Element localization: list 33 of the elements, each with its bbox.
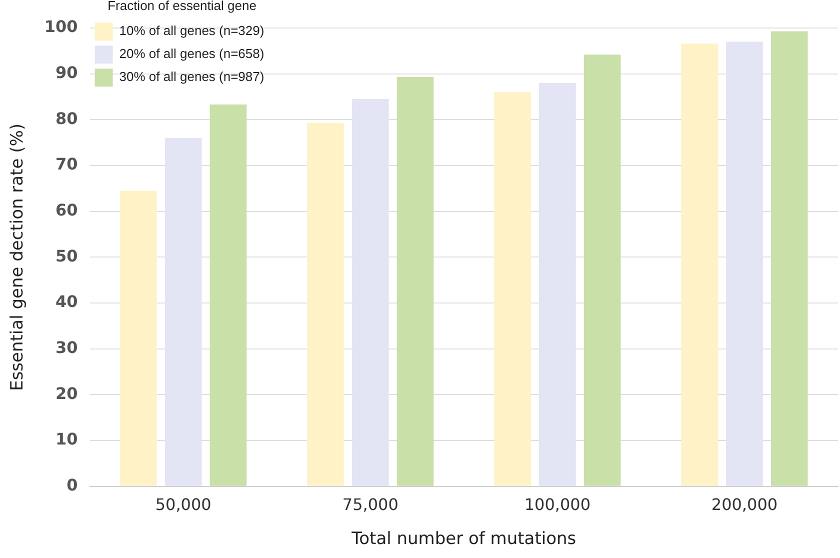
bar xyxy=(164,138,202,486)
bar xyxy=(120,190,157,486)
bar xyxy=(352,99,389,486)
x-tick-label: 50,000 xyxy=(155,495,212,514)
legend-label: 30% of all genes (n=987) xyxy=(119,69,264,84)
y-tick-label: 90 xyxy=(56,62,78,82)
bar xyxy=(770,31,808,486)
x-tick-label: 75,000 xyxy=(342,495,398,514)
bar xyxy=(494,92,531,486)
bar xyxy=(726,42,763,486)
y-tick-label: 20 xyxy=(56,384,78,403)
y-tick-label: 10 xyxy=(56,430,78,449)
y-tick-label: 50 xyxy=(56,246,78,266)
x-tick-label: 100,000 xyxy=(524,495,591,514)
legend-title: Fraction of essential gene xyxy=(108,0,256,14)
y-tick-label: 70 xyxy=(56,154,78,174)
bar xyxy=(539,83,576,486)
x-axis-title: Total number of mutations xyxy=(350,529,576,550)
y-tick-label: 100 xyxy=(44,17,78,36)
legend-label: 10% of all genes (n=329) xyxy=(119,23,264,38)
x-tick-label: 200,000 xyxy=(711,495,778,514)
legend-label: 20% of all genes (n=658) xyxy=(119,46,264,62)
bar xyxy=(396,77,434,486)
y-tick-label: 0 xyxy=(66,476,78,495)
y-tick-label: 80 xyxy=(56,108,78,128)
y-tick-label: 60 xyxy=(56,200,78,220)
y-tick-label: 30 xyxy=(56,338,78,358)
y-axis-title: Essential gene dection rate (%) xyxy=(8,123,28,391)
bar xyxy=(307,122,344,486)
bar xyxy=(584,54,621,486)
y-tick-label: 40 xyxy=(56,292,78,312)
bar xyxy=(210,104,247,486)
bar xyxy=(681,44,718,486)
